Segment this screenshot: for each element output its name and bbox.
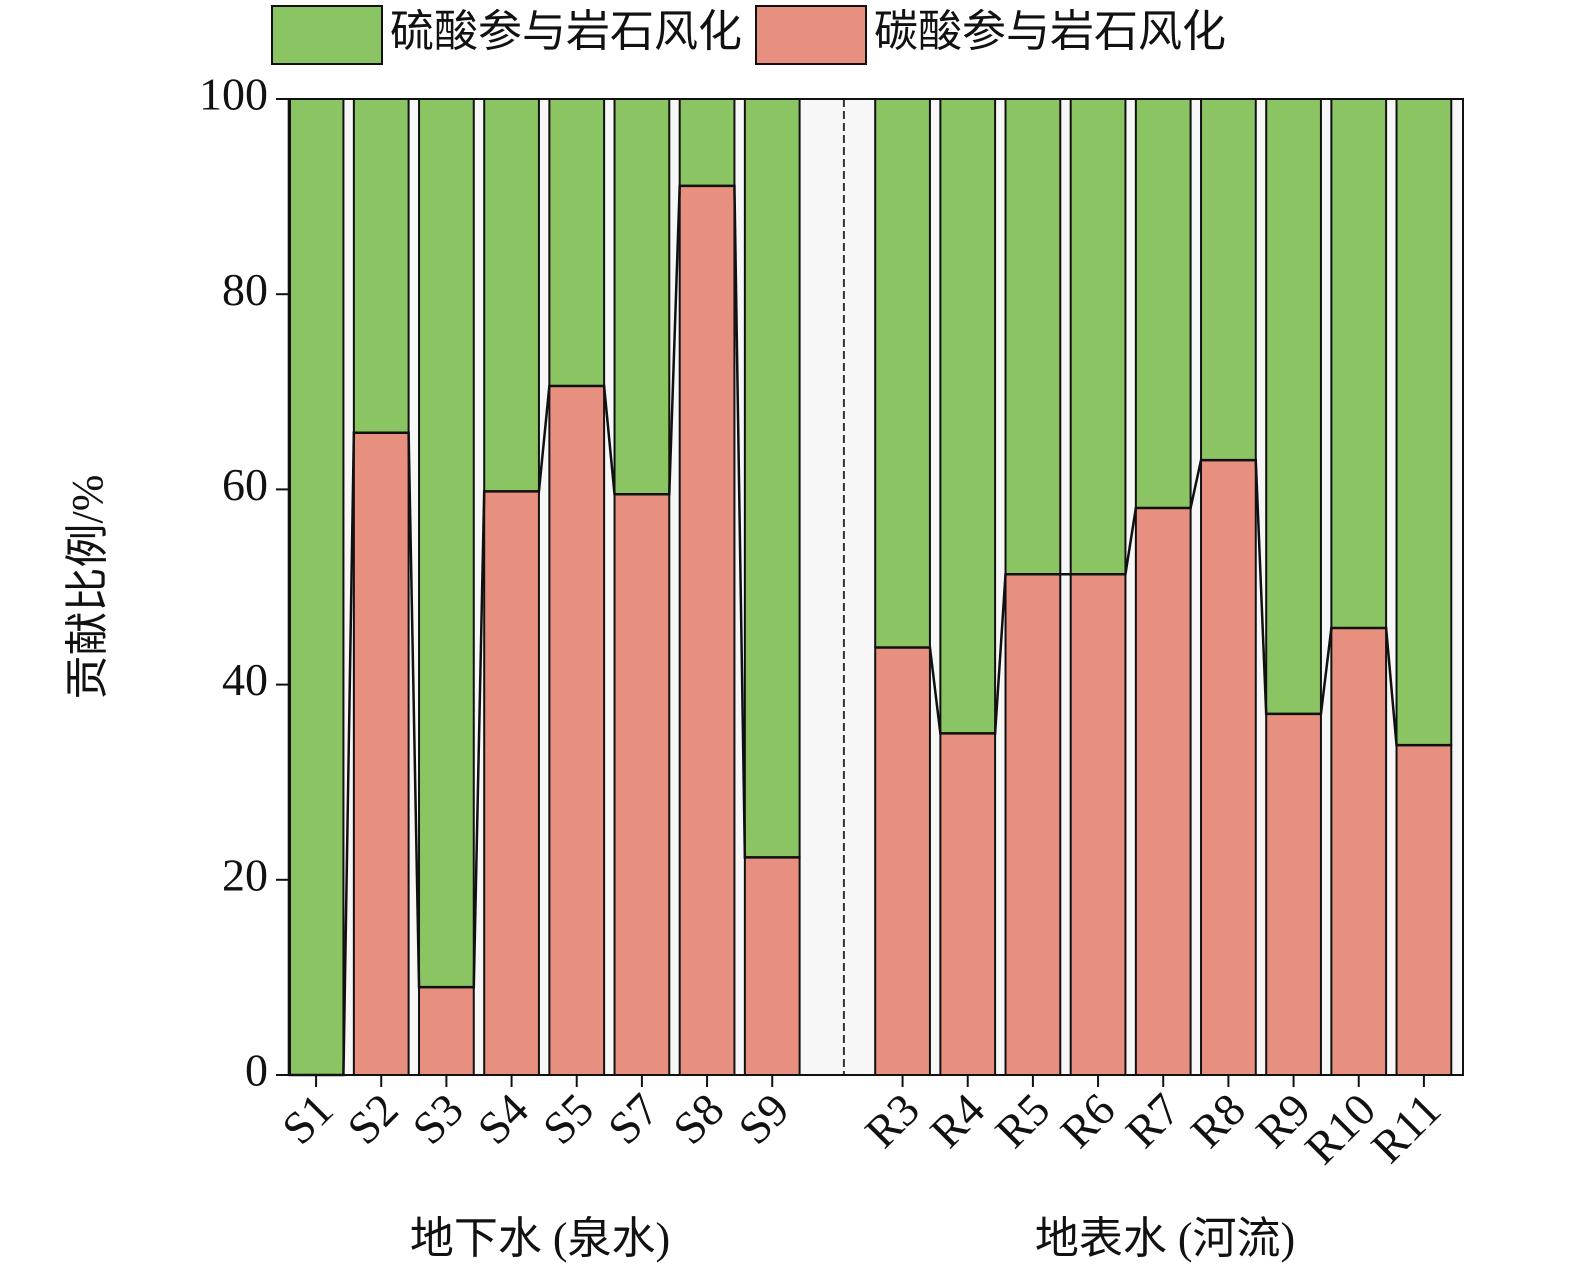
x-tick-label: R11 [1361, 1083, 1450, 1172]
x-tick-label: S3 [403, 1083, 473, 1153]
bar-segment [743, 98, 801, 859]
bar-segment [548, 384, 606, 1077]
bar-segment [1004, 98, 1062, 576]
bar-segment [1395, 744, 1453, 1076]
bar-segment [939, 732, 997, 1077]
bar-segment [1330, 626, 1388, 1076]
bar-segment [874, 98, 931, 649]
x-tick-label: S4 [468, 1083, 538, 1153]
x-tick-label: S7 [598, 1083, 668, 1153]
bar-segment [418, 98, 475, 989]
bar-segment [1069, 98, 1127, 576]
x-tick-label: S1 [272, 1083, 342, 1153]
x-tick-label: R3 [855, 1083, 929, 1157]
x-tick-label: S5 [533, 1083, 603, 1153]
bar-segment [352, 431, 410, 1076]
bar-segment [1134, 98, 1192, 509]
bar-segment [548, 98, 606, 387]
bar-segment [1069, 573, 1127, 1076]
y-axis-title: 贡献比例/% [63, 475, 112, 700]
group-label: 地下水 (泉水) [410, 1214, 670, 1263]
bar-segment [418, 986, 475, 1076]
bar-segment [678, 98, 736, 187]
boundary-line [288, 184, 1452, 1077]
bar-segment [678, 184, 736, 1076]
bar-segment [287, 98, 345, 1076]
bar-segment [1200, 459, 1257, 1076]
x-tick-label: S2 [337, 1083, 407, 1153]
bar-segment [1330, 98, 1388, 629]
bar-segment [483, 98, 540, 493]
bar-segment [352, 98, 410, 434]
x-tick-label: R4 [920, 1083, 994, 1157]
x-tick-label: S9 [728, 1083, 798, 1153]
y-tick-label: 20 [222, 849, 268, 900]
legend-swatch [755, 5, 867, 65]
bar-segment [613, 98, 671, 496]
x-tick-label: R6 [1051, 1083, 1125, 1157]
legend-swatch [271, 5, 383, 65]
x-tick-label: R5 [985, 1083, 1059, 1157]
bar-segment [939, 98, 997, 735]
x-tick-label: S8 [663, 1083, 733, 1153]
plot-frame [289, 98, 1464, 1076]
x-tick-label: R7 [1116, 1083, 1190, 1157]
bar-segment [1200, 98, 1257, 462]
bar-segment [1004, 573, 1062, 1076]
y-tick-label: 100 [199, 69, 268, 120]
x-tick-label: R8 [1181, 1083, 1255, 1157]
bar-segment [1134, 506, 1192, 1077]
legend-label: 碳酸参与岩石风化 [874, 7, 1226, 56]
y-tick-label: 0 [245, 1045, 268, 1096]
bar-segment [1265, 98, 1322, 715]
bar-segment [743, 856, 801, 1076]
y-tick-label: 40 [222, 654, 268, 705]
bar-segment [483, 490, 540, 1076]
bar-segment [613, 493, 671, 1076]
y-tick-label: 80 [222, 264, 268, 315]
y-tick-label: 60 [222, 459, 268, 510]
bar-segment [874, 646, 931, 1077]
group-label: 地表水 (河流) [1035, 1214, 1295, 1263]
bar-segment [1395, 98, 1453, 747]
legend-label: 硫酸参与岩石风化 [390, 7, 742, 56]
bar-segment [1265, 712, 1322, 1076]
